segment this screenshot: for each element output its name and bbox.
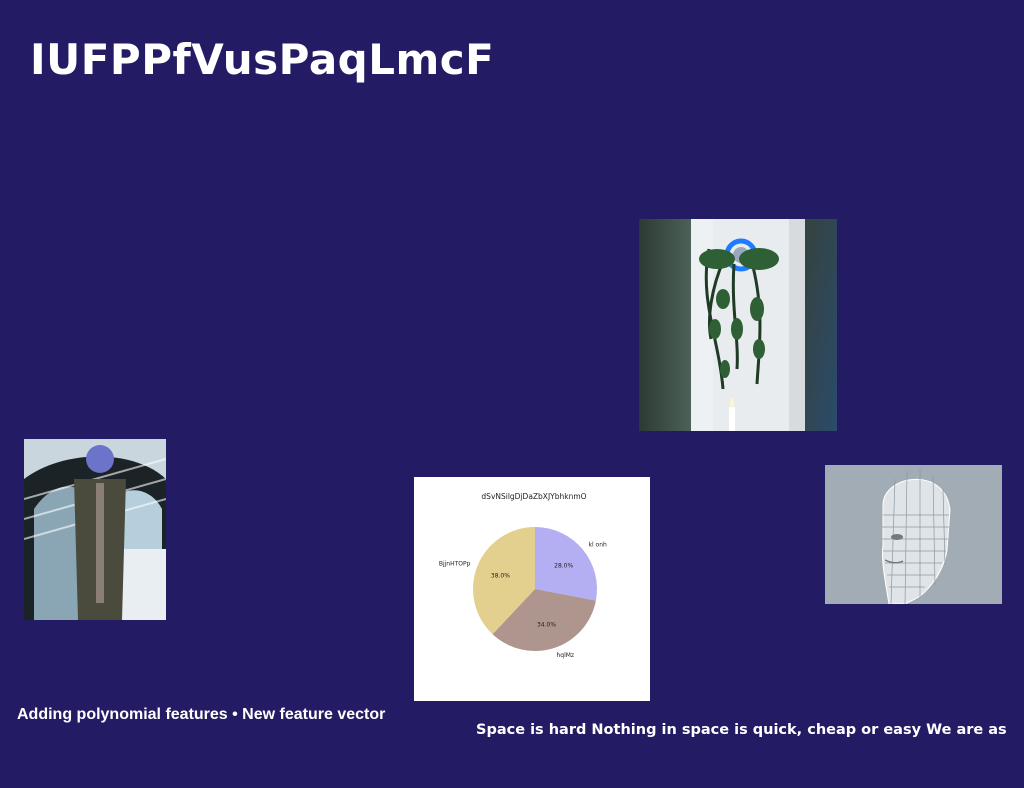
pie-value-label-0: 28.0% <box>554 562 573 569</box>
pie-category-label-2: BjjnHTOPp <box>439 560 471 567</box>
pie-slice-0 <box>535 527 597 601</box>
pie-category-label-0: kl onh <box>589 542 608 549</box>
pie-category-label-1: hqlMz <box>556 652 574 659</box>
pie-slice-1 <box>492 589 596 651</box>
window-plant-image <box>639 219 837 431</box>
pie-slice-2 <box>473 527 535 635</box>
pie-value-label-1: 34.0% <box>537 621 556 628</box>
pie-chart: dSvNSilgDjDaZbXJYbhknmO 28.0% kl onh 34.0%… <box>414 477 650 701</box>
caption-left: Adding polynomial features • New feature… <box>17 706 386 723</box>
caption-right: Space is hard Nothing in space is quick,… <box>476 722 1007 738</box>
man-walking-image <box>24 439 166 620</box>
pie-value-label-2: 38.0% <box>491 572 510 579</box>
slide-title: IUFPPfVusPaqLmcF <box>30 35 495 84</box>
chart-title: dSvNSilgDjDaZbXJYbhknmO <box>481 492 586 501</box>
wireframe-head-image <box>825 465 1002 604</box>
